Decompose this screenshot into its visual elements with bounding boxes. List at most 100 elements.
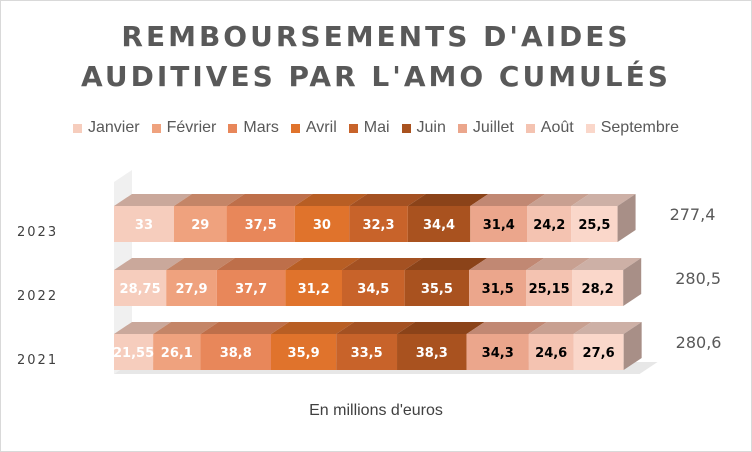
bar-segment-2021-août: [528, 334, 574, 370]
bar-top-2021-août: [528, 322, 592, 334]
category-label-2022: 2022: [17, 289, 58, 304]
legend-swatch: [228, 123, 238, 133]
bar-top-2023-juillet: [470, 194, 546, 206]
bar-top-2021-juillet: [466, 322, 547, 334]
bar-segment-2023-février: [173, 206, 227, 242]
legend-item-mars: Mars: [228, 119, 279, 137]
unit-note: En millions d'euros: [309, 402, 443, 419]
data-label-2022-août: 25,15: [529, 282, 570, 297]
bar-segment-2021-juillet: [466, 334, 529, 370]
legend-label: Avril: [305, 119, 337, 136]
legend-label: Mars: [243, 119, 279, 136]
data-label-2023-septembre: 25,5: [578, 218, 610, 233]
bar-segment-2021-mars: [200, 334, 271, 370]
bar-top-2023-juin: [407, 194, 489, 206]
bar-side-2022: [623, 258, 642, 306]
bar-segment-2022-juillet: [469, 270, 527, 306]
legend-label: Juillet: [472, 119, 514, 136]
bar-segment-2023-septembre: [571, 206, 618, 242]
legend-label: Janvier: [88, 119, 140, 136]
bar-segment-2021-janvier: [114, 334, 154, 370]
legend-item-février: Février: [151, 119, 217, 137]
data-label-2023-mai: 32,3: [362, 218, 394, 233]
data-label-2023-mars: 37,5: [245, 218, 277, 233]
bar-top-2021-mars: [200, 322, 289, 334]
total-label-2021: 280,6: [676, 333, 722, 352]
bar-segment-2022-septembre: [571, 270, 624, 306]
bar-top-2022-juin: [404, 258, 488, 270]
bar-segment-2023-mai: [349, 206, 408, 242]
data-label-2023-juin: 34,4: [423, 218, 455, 233]
bar-segment-2021-février: [153, 334, 201, 370]
legend-item-mai: Mai: [348, 119, 390, 137]
total-label-2022: 280,5: [675, 269, 721, 288]
data-label-2021-janvier: 21,55: [113, 346, 154, 361]
legend-item-juillet: Juillet: [457, 119, 514, 137]
bar-segment-2023-avril: [294, 206, 350, 242]
data-label-2023-août: 24,2: [533, 218, 565, 233]
data-label-2021-avril: 35,9: [288, 346, 320, 361]
bar-segment-2023-juin: [407, 206, 471, 242]
data-label-2023-juillet: 31,4: [483, 218, 515, 233]
bar-top-2023-août: [527, 194, 590, 206]
legend-swatch: [290, 123, 300, 133]
bar-top-2022-août: [526, 258, 590, 270]
bar-segment-2022-janvier: [114, 270, 167, 306]
chart-title-line-1: REMBOURSEMENTS D'AIDES: [121, 20, 631, 53]
bar-side-2023: [617, 194, 636, 242]
legend-swatch: [73, 123, 82, 133]
data-label-2022-juillet: 31,5: [482, 282, 514, 297]
bar-segment-2022-mars: [216, 270, 286, 306]
bar-top-2022-juillet: [469, 258, 545, 270]
data-label-2023-janvier: 33: [135, 218, 153, 233]
data-label-2021-août: 24,6: [535, 346, 567, 361]
legend-swatch: [348, 123, 358, 133]
legend-item-juin: Juin: [401, 119, 446, 137]
legend-label: Septembre: [600, 119, 679, 136]
legend-swatch: [585, 123, 595, 133]
bar-segment-2022-août: [526, 270, 572, 306]
bar-segment-2022-juin: [404, 270, 470, 306]
legend-item-août: Août: [525, 119, 574, 137]
legend-label: Février: [166, 119, 217, 136]
bar-top-2022-février: [166, 258, 235, 270]
bar-top-2021-juin: [397, 322, 485, 334]
data-label-2021-mai: 33,5: [351, 346, 383, 361]
data-label-2022-avril: 31,2: [298, 282, 330, 297]
data-label-2023-février: 29: [191, 218, 209, 233]
legend-label: Juin: [416, 119, 446, 136]
bar-segment-2022-mai: [341, 270, 405, 306]
legend-swatch: [151, 123, 161, 133]
category-label-2023: 2023: [17, 225, 58, 240]
bar-segment-2021-avril: [270, 334, 337, 370]
data-label-2021-mars: 38,8: [220, 346, 252, 361]
bar-top-2023-mars: [226, 194, 313, 206]
data-label-2021-juillet: 34,3: [482, 346, 514, 361]
legend-item-janvier: Janvier: [73, 119, 140, 137]
data-label-2021-septembre: 27,6: [583, 346, 615, 361]
bar-top-2021-février: [153, 322, 219, 334]
bar-top-2023-septembre: [571, 194, 636, 206]
bar-top-2022-mars: [216, 258, 304, 270]
legend-label: Août: [540, 119, 574, 136]
legend-item-avril: Avril: [290, 119, 337, 137]
bar-top-2021-mai: [336, 322, 416, 334]
bar-segment-2023-janvier: [114, 206, 174, 242]
bar-top-2023-février: [173, 194, 245, 206]
category-label-2021: 2021: [17, 353, 58, 368]
data-label-2022-janvier: 28,75: [120, 282, 161, 297]
bar-top-2023-mai: [349, 194, 426, 206]
bar-segment-2023-mars: [226, 206, 295, 242]
legend-swatch: [525, 123, 535, 133]
bar-top-2021-septembre: [573, 322, 642, 334]
bar-top-2022-avril: [285, 258, 360, 270]
chart-title-line-2: AUDITIVES PAR L'AMO CUMULÉS: [81, 60, 671, 93]
data-label-2022-juin: 35,5: [421, 282, 453, 297]
bar-segment-2021-mai: [336, 334, 398, 370]
bar-top-2022-janvier: [114, 258, 185, 270]
chart-legend: Janvier Février Mars Avril Mai Juin Juillet Aoû…: [0, 119, 752, 137]
data-label-2021-juin: 38,3: [416, 346, 448, 361]
bar-segment-2023-août: [527, 206, 572, 242]
bar-top-2023-avril: [294, 194, 368, 206]
